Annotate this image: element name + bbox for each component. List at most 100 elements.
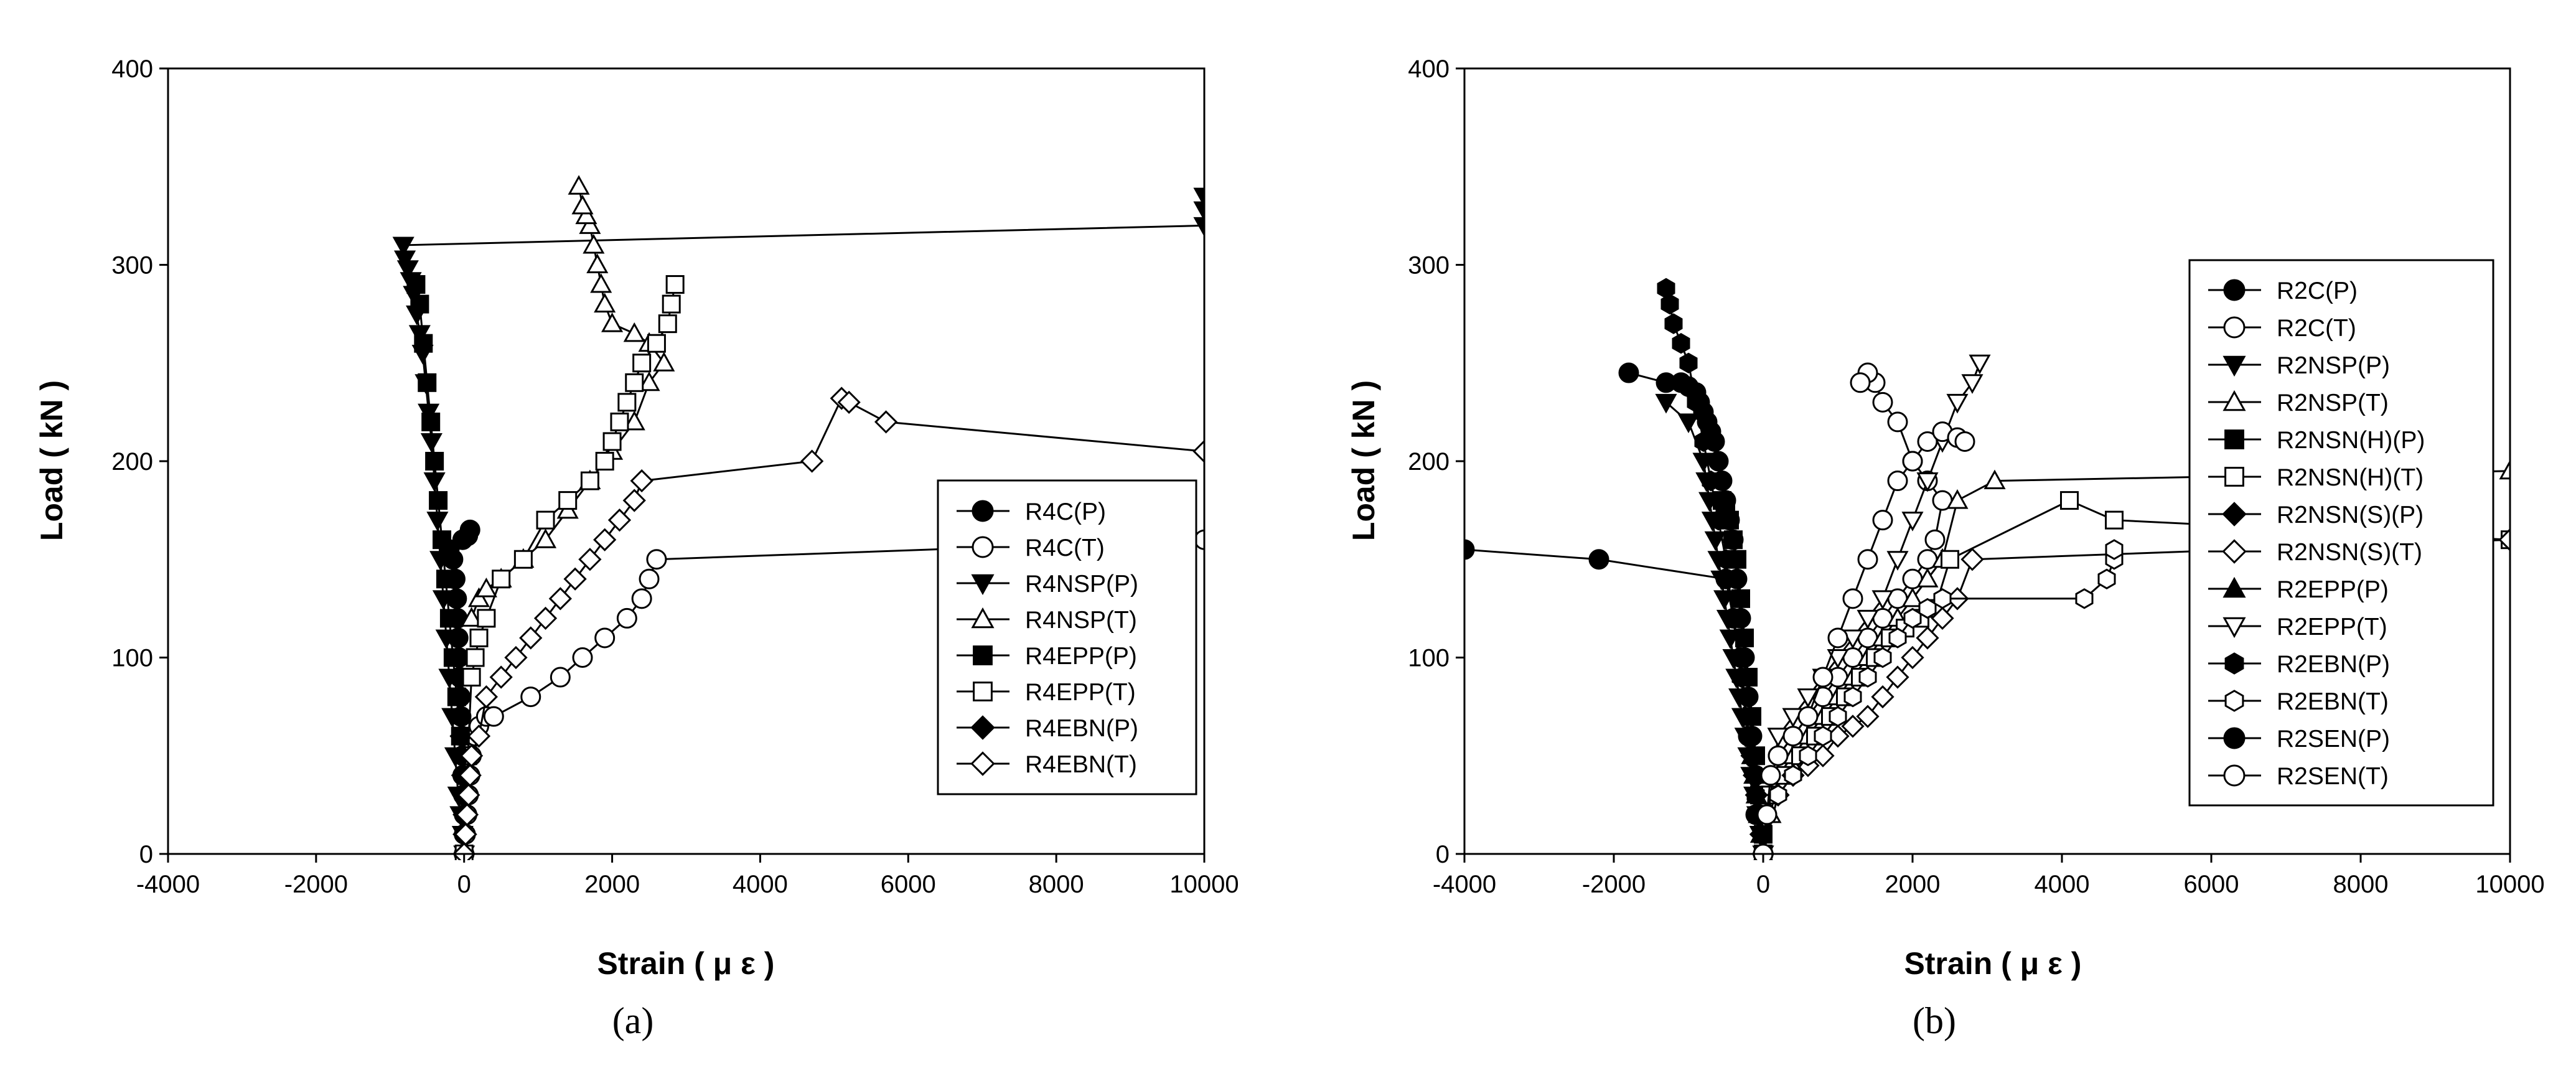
panel-caption: (b) — [1913, 1000, 1956, 1041]
data-point-r2sen-p — [1738, 726, 1759, 747]
data-point-r4epp-t — [665, 275, 685, 294]
data-point-r4nsp-p — [1193, 201, 1204, 222]
legend-marker-r2nsn-h-p — [2224, 429, 2244, 449]
legend-label: R2EBN(T) — [2277, 688, 2389, 715]
legend-marker-r4ebn-p — [970, 715, 995, 740]
data-point-r4epp-p — [406, 275, 426, 294]
series-layer — [1464, 278, 2510, 860]
data-point-r4ebn-t — [452, 842, 476, 860]
x-tick-label: -2000 — [1582, 871, 1646, 898]
legend-label: R2NSP(T) — [2277, 390, 2389, 416]
series-line-r2sen-p — [1464, 548, 1757, 815]
data-point-r4nsp-t — [638, 371, 660, 391]
y-tick-label: 100 — [1408, 645, 1450, 672]
legend-item-r4ebn-t: R4EBN(T) — [957, 751, 1137, 778]
y-tick-label: 400 — [111, 55, 153, 83]
data-point-r2sen-t — [1872, 510, 1893, 531]
data-point-r2ebn-t — [1769, 784, 1787, 806]
data-point-r2nsn-s-t — [1841, 715, 1865, 738]
legend-marker-r2epp-t — [2222, 617, 2246, 639]
legend-label: R2NSN(H)(P) — [2277, 427, 2425, 454]
data-point-r2sen-t — [1902, 451, 1923, 472]
data-point-r4epp-p — [429, 491, 448, 510]
series-line-r2epp-t — [1762, 362, 1981, 855]
data-point-r4c-t — [550, 667, 571, 688]
legend: R4C(P) R4C(T) R4NSP(P) R4NSP(T) R4EPP(P) R4EP… — [937, 479, 1197, 795]
data-point-r4c-t — [616, 607, 637, 629]
legend-item-r2nsp-t: R2NSP(T) — [2208, 390, 2389, 416]
legend-marker-r2nsn-s-t — [2222, 539, 2247, 564]
data-point-r2ebn-p — [1717, 549, 1735, 570]
legend-label: R4C(P) — [1025, 499, 1106, 525]
data-point-r4ebn-t — [459, 744, 484, 767]
data-point-r2nsn-h-t — [1941, 550, 1959, 569]
data-point-r4c-p — [459, 519, 480, 540]
data-point-r2ebn-t — [1799, 745, 1817, 767]
legend-marker-r2sen-t — [2223, 764, 2246, 787]
series-r4ebn-t — [452, 387, 1204, 860]
data-point-r4nsp-p — [429, 551, 452, 571]
data-point-r4ebn-t — [467, 724, 491, 748]
data-point-r4nsp-t — [475, 577, 497, 597]
legend-item-r2sen-t: R2SEN(T) — [2208, 763, 2389, 790]
data-point-r2ebn-p — [1657, 278, 1675, 299]
data-point-r2epp-t — [1916, 472, 1939, 492]
data-point-r2ebn-t — [1784, 765, 1802, 786]
data-point-r4c-t — [639, 568, 660, 589]
legend-label: R4EPP(T) — [1025, 679, 1136, 706]
legend-label: R2EPP(P) — [2277, 576, 2389, 603]
legend-marker-r4epp-t — [973, 682, 993, 701]
legend-marker-r2nsp-t — [2222, 390, 2246, 411]
series-r2ebn-p — [1657, 278, 1773, 860]
legend-label: R2SEN(T) — [2277, 763, 2389, 790]
data-point-r2nsp-t — [1984, 469, 2006, 490]
legend: R2C(P) R2C(T) R2NSP(P) R2NSP(T) R2NSN(H)(P) R… — [2188, 259, 2494, 807]
data-point-r2c-t — [1924, 529, 1946, 550]
legend-marker-r2ebn-p — [2224, 652, 2244, 675]
data-point-r4epp-p — [425, 452, 444, 471]
data-point-r4ebn-t — [474, 685, 499, 709]
y-tick-label: 400 — [1408, 55, 1450, 83]
data-point-r4c-t — [594, 627, 616, 649]
data-point-r2ebn-t — [1873, 647, 1892, 668]
data-point-r4epp-t — [462, 668, 481, 687]
x-tick-label: 6000 — [2184, 871, 2239, 898]
data-point-r4epp-t — [610, 412, 629, 431]
legend-marker-r4c-p — [972, 500, 994, 522]
data-point-r2epp-t — [1782, 708, 1804, 728]
data-point-r2sen-t — [1768, 745, 1789, 766]
data-point-r4epp-p — [436, 569, 455, 589]
data-point-r4epp-t — [595, 452, 614, 471]
data-point-r4epp-t — [536, 510, 555, 530]
legend-item-r2sen-p: R2SEN(P) — [2208, 726, 2390, 752]
data-point-r4epp-p — [421, 412, 441, 431]
data-point-r2nsn-h-p — [1731, 589, 1750, 608]
data-point-r4nsp-t — [583, 233, 605, 254]
data-point-r2ebn-p — [1660, 293, 1679, 315]
y-tick-label: 200 — [111, 448, 153, 476]
data-point-r4nsp-t — [653, 352, 675, 372]
legend-label: R2C(P) — [2277, 278, 2358, 304]
data-point-r4ebn-t — [837, 390, 861, 414]
data-point-r2nsn-s-t — [1931, 606, 1954, 630]
x-tick-label: 6000 — [881, 871, 936, 898]
data-point-r4epp-p — [418, 373, 437, 392]
data-point-r4nsp-t — [594, 293, 616, 313]
data-point-r4epp-t — [477, 609, 496, 628]
legend-box — [937, 479, 1197, 795]
data-point-r4epp-p — [433, 530, 452, 550]
legend-item-r2c-t: R2C(T) — [2208, 315, 2356, 342]
data-point-r4ebn-t — [489, 665, 513, 689]
legend-box — [2188, 259, 2494, 807]
legend-label: R4NSP(P) — [1025, 571, 1138, 597]
x-axis-title: Strain ( μ ε ) — [597, 946, 775, 981]
legend-label: R4EPP(P) — [1025, 643, 1137, 670]
legend-marker-r2ebn-t — [2224, 690, 2244, 712]
data-point-r4ebn-t — [563, 567, 587, 591]
data-point-r4ebn-t — [455, 803, 479, 827]
legend-label: R2NSN(S)(P) — [2277, 502, 2424, 528]
data-point-r4nsp-t — [623, 410, 645, 431]
data-point-r2nsn-h-p — [1724, 530, 1743, 550]
data-point-r2ebn-p — [1694, 431, 1713, 452]
